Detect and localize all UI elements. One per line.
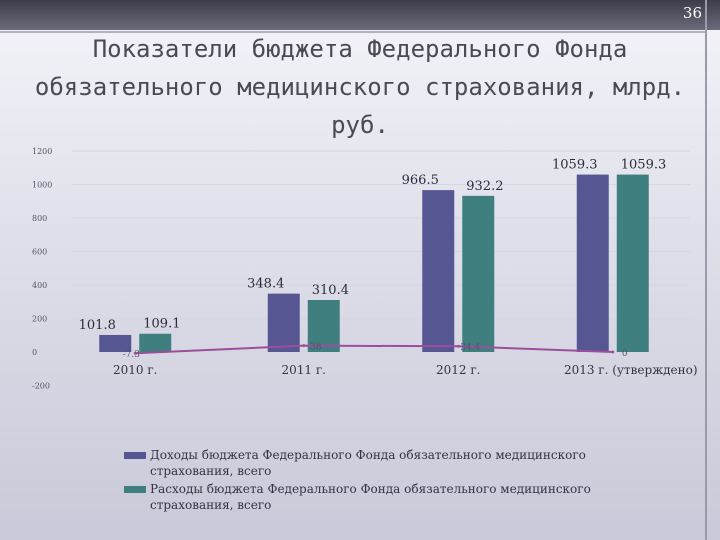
bar-income-3: [576, 174, 609, 352]
bar-expense-0: [139, 333, 172, 352]
y-tick-label-0: 1200: [32, 147, 52, 156]
balance-point-2: [456, 344, 460, 348]
title-line-2: обязательного медицинского страхования, …: [34, 73, 686, 101]
y-tick-label-4: 400: [32, 281, 47, 290]
page-number: 36: [682, 4, 702, 22]
data-label-income-1: 348.4: [247, 277, 284, 292]
y-tick-label-7: -200: [32, 382, 50, 391]
balance-point-0: [133, 351, 137, 355]
bar-expense-3: [616, 174, 649, 352]
balance-label-1: 38: [310, 343, 322, 353]
slide-title: Показатели бюджета Федерального Фонда об…: [20, 30, 700, 144]
legend-label-income: Доходы бюджета Федерального Фонда обязат…: [150, 448, 586, 478]
balance-point-3: [611, 350, 615, 354]
data-label-expense-3: 1059.3: [621, 158, 667, 173]
y-tick-label-2: 800: [32, 214, 47, 223]
bar-expense-2: [462, 195, 495, 352]
data-label-income-2: 966.5: [402, 173, 439, 188]
balance-line: [135, 344, 613, 355]
legend-swatch-expense: [124, 486, 146, 493]
y-tick-label-6: 0: [32, 348, 37, 357]
data-label-income-3: 1059.3: [552, 158, 598, 173]
x-tick-label-0: 2010 г.: [113, 363, 157, 377]
data-label-expense-1: 310.4: [312, 283, 349, 298]
data-label-income-0: 101.8: [79, 318, 116, 333]
bar-income-1: [267, 293, 300, 352]
legend-item-income: Доходы бюджета Федерального Фонда обязат…: [124, 447, 624, 479]
data-label-expense-2: 932.2: [466, 179, 503, 194]
balance-label-0: -7.3: [123, 350, 141, 360]
legend-label-expense: Расходы бюджета Федерального Фонда обяза…: [150, 482, 591, 512]
balance-point-1: [302, 344, 306, 348]
chart-legend: Доходы бюджета Федерального Фонда обязат…: [124, 447, 624, 515]
x-tick-label-3: 2013 г. (утверждено): [564, 363, 698, 377]
y-tick-label-5: 200: [32, 315, 47, 324]
header-divider: [0, 31, 706, 33]
right-border-rule: [705, 0, 707, 540]
bar-expense-1: [307, 300, 340, 352]
bar-income-2: [422, 190, 455, 352]
balance-label-2: 34.4: [460, 343, 480, 353]
x-tick-label-2: 2012 г.: [436, 363, 480, 377]
slide-header-bar: [0, 0, 720, 30]
y-tick-label-3: 600: [32, 248, 47, 257]
legend-swatch-income: [124, 452, 146, 459]
data-label-expense-0: 109.1: [143, 317, 180, 332]
balance-label-3: 0: [622, 349, 628, 359]
bar-income-0: [99, 334, 132, 352]
title-line-1: Показатели бюджета Федерального Фонда: [92, 35, 628, 63]
x-tick-label-1: 2011 г.: [282, 363, 326, 377]
legend-item-expense: Расходы бюджета Федерального Фонда обяза…: [124, 481, 624, 513]
y-tick-label-1: 1000: [32, 181, 52, 190]
title-line-3: руб.: [331, 111, 389, 139]
